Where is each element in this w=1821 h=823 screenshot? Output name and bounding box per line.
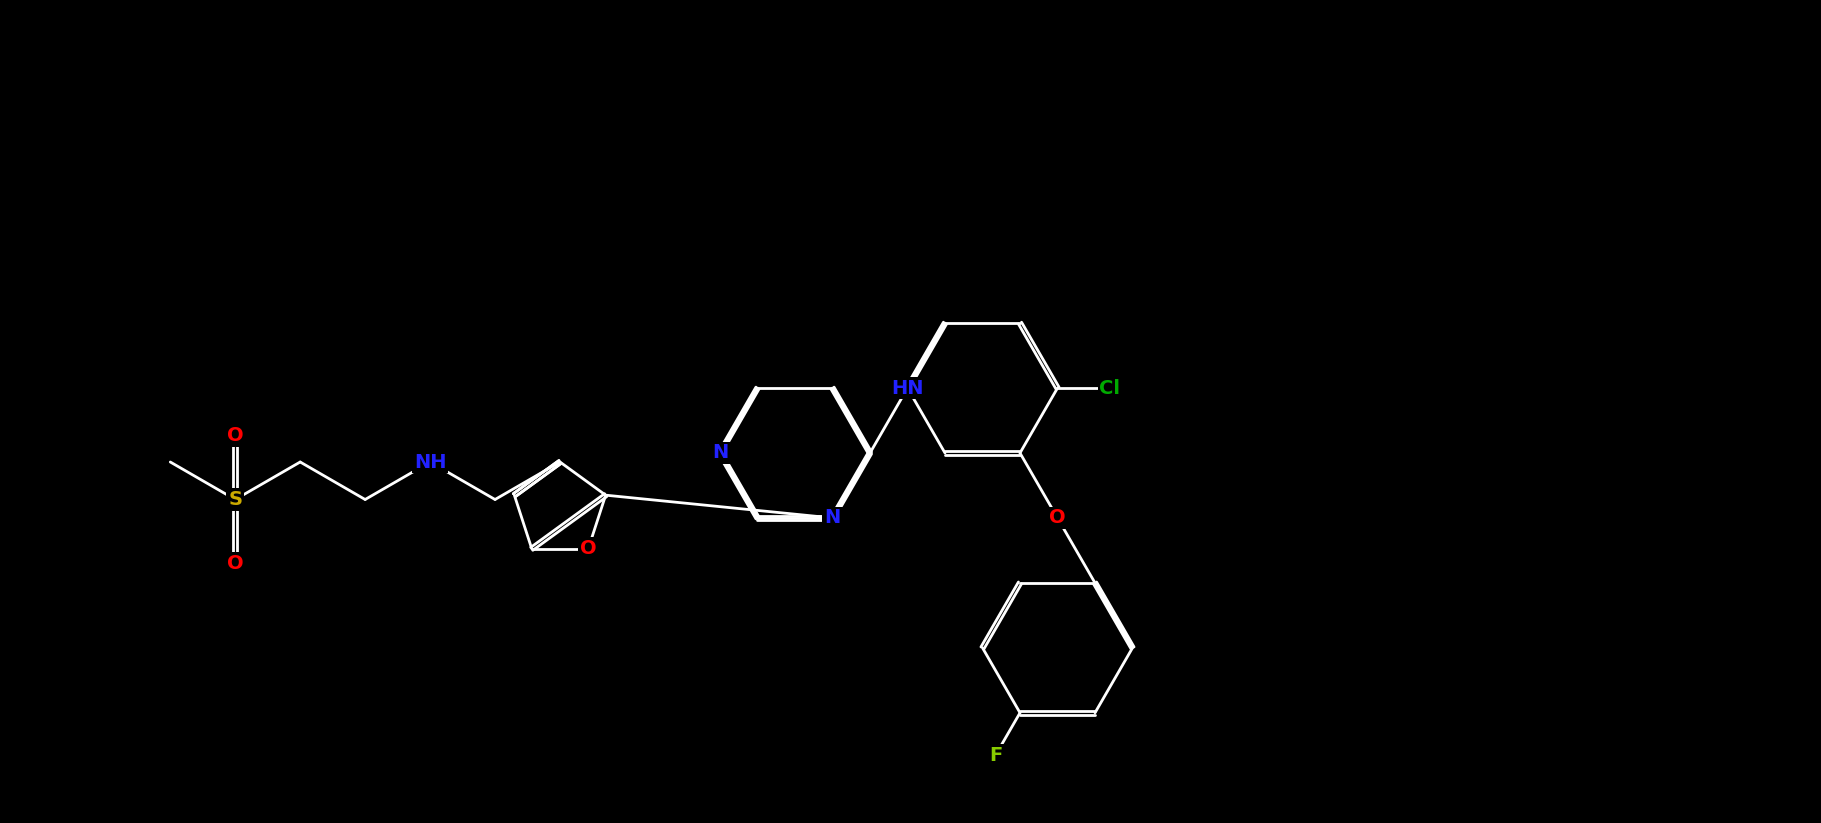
Text: O: O	[579, 539, 597, 558]
Text: O: O	[1049, 509, 1065, 528]
Text: NH: NH	[413, 453, 446, 472]
Text: O: O	[228, 426, 244, 445]
Text: N: N	[825, 509, 841, 528]
Text: S: S	[228, 490, 242, 509]
Text: O: O	[228, 554, 244, 573]
Text: HN: HN	[890, 379, 923, 398]
Text: N: N	[712, 444, 728, 463]
Text: F: F	[989, 746, 1002, 765]
Text: Cl: Cl	[1100, 379, 1120, 398]
